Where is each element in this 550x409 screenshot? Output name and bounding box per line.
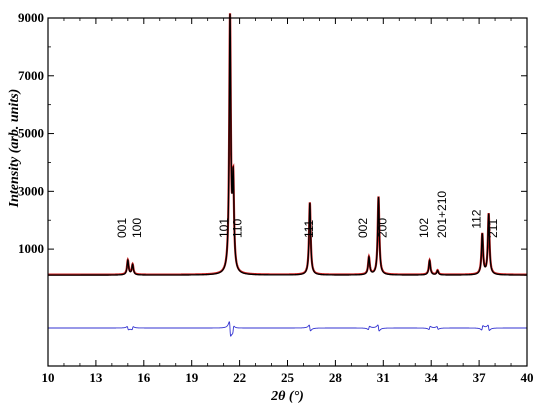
- y-tick-label: 9000: [18, 10, 44, 25]
- peak-label: 002: [356, 218, 370, 238]
- y-tick-label: 1000: [18, 241, 44, 256]
- x-tick-label: 40: [521, 370, 534, 385]
- y-tick-label: 5000: [18, 126, 44, 141]
- x-axis-title: 2θ (°): [270, 389, 304, 404]
- x-tick-label: 31: [377, 370, 390, 385]
- peak-label: 112: [469, 209, 483, 228]
- x-tick-label: 16: [137, 370, 151, 385]
- x-tick-label: 19: [185, 370, 199, 385]
- x-tick-label: 37: [473, 370, 487, 385]
- x-tick-label: 25: [281, 370, 295, 385]
- x-tick-label: 28: [329, 370, 343, 385]
- x-tick-label: 34: [425, 370, 439, 385]
- plot-frame: [47, 17, 528, 367]
- y-axis-title: Intensity (arb. units): [7, 89, 22, 209]
- peak-label: 001: [115, 218, 129, 238]
- y-tick-label: 7000: [18, 68, 44, 83]
- peak-label: 100: [130, 218, 144, 238]
- peak-label: 211: [486, 219, 500, 238]
- x-tick-label: 10: [42, 370, 55, 385]
- peak-label: 101: [217, 218, 231, 238]
- y-tick-label: 3000: [18, 183, 44, 198]
- peak-label: 200: [376, 218, 390, 238]
- peak-label: 201+210: [435, 191, 449, 238]
- series-difference-line: [48, 321, 527, 337]
- x-tick-label: 13: [89, 370, 103, 385]
- x-tick-label: 22: [233, 370, 246, 385]
- peak-label: 111: [302, 219, 316, 238]
- series-calculated-line: [48, 13, 527, 276]
- peak-label: 110: [230, 219, 244, 238]
- peak-label: 102: [417, 218, 431, 238]
